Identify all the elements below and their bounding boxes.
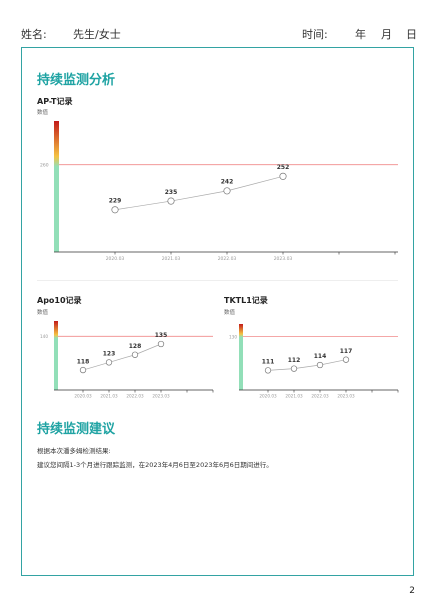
data-label: 235 — [165, 189, 178, 196]
data-label: 135 — [155, 332, 168, 339]
range-bar — [54, 321, 58, 390]
threshold-label: 260 — [40, 162, 49, 168]
x-tick-label: 2020.03 — [259, 394, 277, 399]
chart-ylabel-apt: 数值 — [37, 110, 49, 116]
data-label: 229 — [109, 198, 122, 205]
chart-title-apo10: Apo10记录 — [37, 296, 82, 305]
data-point — [79, 366, 87, 374]
content-frame — [21, 47, 414, 576]
series-line — [267, 359, 347, 371]
report-header: 姓名: 先生/女士 时间: 年 月 日 — [0, 26, 436, 42]
advice-section-title: 持续监测建议 — [37, 422, 116, 437]
series-line — [114, 175, 284, 211]
data-label: 118 — [77, 358, 90, 365]
chart-title-tktl1: TKTL1记录 — [224, 296, 268, 305]
data-point — [223, 187, 231, 195]
advice-line-1: 根据本次潘多姆检测结果: — [37, 447, 111, 455]
threshold-label: 130 — [229, 334, 237, 339]
data-label: 114 — [314, 353, 327, 360]
data-label: 252 — [277, 164, 290, 171]
range-bar — [54, 121, 59, 252]
data-label: 242 — [221, 179, 234, 186]
name-label: 姓名: — [21, 28, 47, 41]
time-label: 时间: — [302, 28, 328, 41]
divider — [37, 280, 398, 281]
chart-ylabel-apo10: 数值 — [37, 310, 49, 316]
chart-ylabel-tktl1: 数值 — [224, 310, 236, 316]
data-label: 111 — [262, 359, 275, 366]
chart-title-apt: AP-T记录 — [37, 97, 73, 106]
range-bar — [239, 324, 243, 390]
x-tick-label: 2022.03 — [218, 256, 237, 262]
x-tick-label: 2021.03 — [100, 394, 118, 399]
x-tick-label: 2021.03 — [162, 256, 181, 262]
monitoring-section-title: 持续监测分析 — [37, 73, 116, 88]
data-label: 117 — [340, 348, 353, 355]
data-point — [111, 206, 119, 214]
data-point — [316, 361, 324, 369]
data-point — [264, 367, 272, 374]
x-tick-label: 2023.03 — [274, 256, 293, 262]
data-point — [342, 356, 350, 363]
x-tick-label: 2021.03 — [285, 394, 303, 399]
x-tick-label: 2020.03 — [106, 256, 125, 262]
data-point — [290, 365, 298, 372]
data-point — [167, 197, 175, 205]
month-label: 月 — [381, 28, 392, 41]
chart-apt: 260 2020.03 2021.03 2022.03 2023.03 229 235 242… — [40, 121, 398, 262]
page-number: 2 — [409, 586, 415, 596]
x-tick-label: 2023.03 — [152, 394, 170, 399]
data-label: 123 — [103, 351, 116, 358]
x-tick-label: 2020.03 — [74, 394, 92, 399]
advice-line-2: 建议您间隔1-3个月进行跟踪监测，在2023年4月6日至2023年6月6日期间进… — [37, 461, 273, 469]
day-label: 日 — [406, 28, 417, 41]
honorific-label: 先生/女士 — [73, 28, 121, 41]
data-point — [279, 172, 287, 180]
series-line — [82, 343, 162, 371]
data-point — [105, 359, 113, 366]
threshold-label: 140 — [40, 334, 48, 339]
chart-tktl1: 130 2020.03 2021.03 2022.03 2023.03 111 112 114… — [229, 324, 399, 399]
x-tick-label: 2022.03 — [311, 394, 329, 399]
year-label: 年 — [355, 28, 366, 41]
chart-apo10: 140 2020.03 2021.03 2022.03 2023.03 118 123 128… — [40, 321, 214, 399]
data-point — [131, 351, 139, 358]
data-point — [157, 340, 165, 348]
data-label: 112 — [288, 357, 301, 364]
x-tick-label: 2023.03 — [337, 394, 355, 399]
x-tick-label: 2022.03 — [126, 394, 144, 399]
data-label: 128 — [129, 343, 142, 350]
